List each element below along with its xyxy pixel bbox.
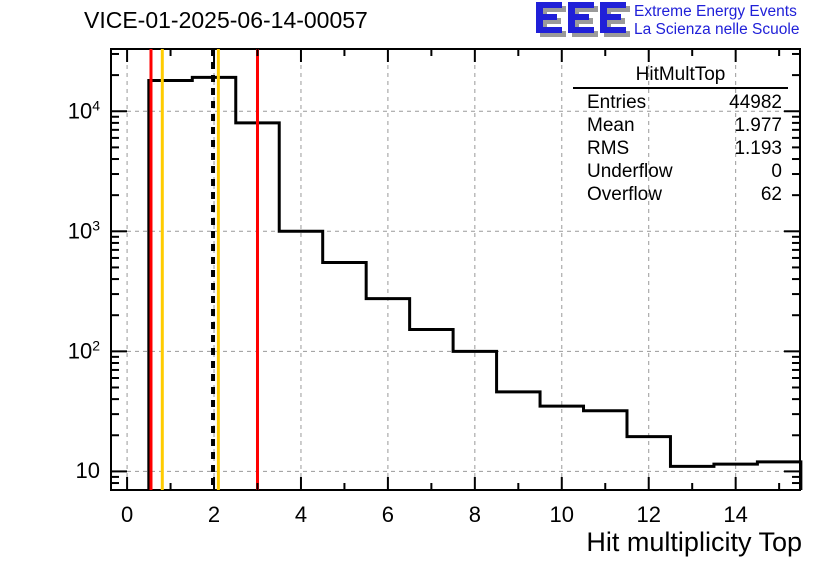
x-tick-label-14: 14 <box>723 502 748 527</box>
stats-row: Underflow 0 <box>573 160 788 183</box>
stats-value: 1.193 <box>734 138 782 159</box>
y-tick-label-10: 10 <box>75 458 100 484</box>
x-tick-label-12: 12 <box>636 502 661 527</box>
stats-row: Entries 44982 <box>573 91 788 114</box>
x-axis-title: Hit multiplicity Top <box>586 527 802 557</box>
x-tick-label-6: 6 <box>381 502 395 527</box>
eee-letter-shadow-2 <box>572 6 598 37</box>
eee-logo: Extreme Energy Events La Scienza nelle S… <box>536 2 834 42</box>
stats-row: RMS 1.193 <box>573 137 788 160</box>
eee-mark-icon <box>536 2 630 37</box>
x-tick-label-2: 2 <box>207 502 221 527</box>
stats-label: Mean <box>587 115 635 136</box>
stats-value: 44982 <box>729 92 782 113</box>
x-tick-label-10: 10 <box>549 502 575 527</box>
page-title: VICE-01-2025-06-14-00057 <box>84 7 368 33</box>
eee-letter-shadow-1 <box>540 6 566 37</box>
stats-value: 1.977 <box>734 115 782 136</box>
stats-value: 62 <box>760 184 782 205</box>
stats-row: Mean 1.977 <box>573 114 788 137</box>
stats-label: Underflow <box>587 161 673 182</box>
eee-letter-3 <box>600 2 626 33</box>
eee-letter-shadow-3 <box>604 6 630 37</box>
logo-text-block: Extreme Energy Events La Scienza nelle S… <box>634 3 799 39</box>
eee-letter-1 <box>536 2 562 33</box>
logo-line-1: Extreme Energy Events <box>634 3 797 20</box>
stats-label: Overflow <box>587 184 662 205</box>
logo-line-2: La Scienza nelle Scuole <box>634 21 800 38</box>
x-tick-label-8: 8 <box>468 502 481 527</box>
stats-title: HitMultTop <box>635 64 726 85</box>
stats-divider <box>573 87 788 89</box>
stats-label: Entries <box>587 92 647 113</box>
y-tick-label-10000: 104 <box>67 97 100 124</box>
stats-box: HitMultTop Entries 44982 Mean 1.977 RMS 1.193… <box>573 64 788 206</box>
y-tick-label-100: 102 <box>67 337 100 365</box>
stats-value: 0 <box>771 161 782 182</box>
x-tick-label-4: 4 <box>294 502 308 527</box>
eee-letter-2 <box>568 2 594 33</box>
x-tick-label-0: 0 <box>120 502 134 527</box>
y-tick-label-1000: 103 <box>67 217 100 244</box>
stats-label: RMS <box>587 138 630 159</box>
stats-rows: Entries 44982 Mean 1.977 RMS 1.193 Underflow 0 O… <box>573 91 788 206</box>
stats-row: Overflow 62 <box>573 183 788 206</box>
